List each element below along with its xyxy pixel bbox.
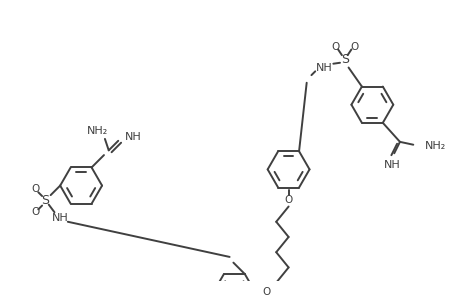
Text: NH₂: NH₂ — [425, 141, 446, 151]
Text: O: O — [31, 184, 40, 194]
Text: S: S — [341, 53, 349, 66]
Text: O: O — [350, 42, 358, 52]
Text: O: O — [285, 195, 293, 205]
Text: NH: NH — [52, 213, 69, 223]
Text: O: O — [263, 287, 271, 295]
Text: O: O — [331, 42, 339, 52]
Text: NH: NH — [316, 63, 332, 73]
Text: S: S — [41, 194, 49, 207]
Text: NH: NH — [125, 132, 141, 142]
Text: NH₂: NH₂ — [87, 126, 108, 136]
Text: NH: NH — [384, 160, 401, 170]
Text: O: O — [31, 207, 40, 217]
